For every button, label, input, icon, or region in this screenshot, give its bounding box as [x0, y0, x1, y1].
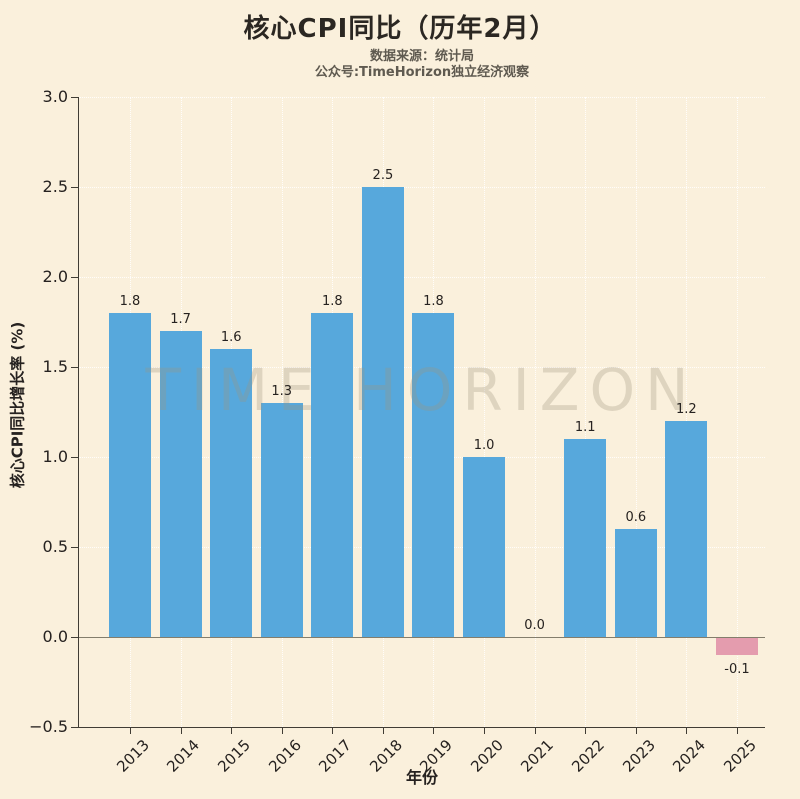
bar-value-label: 0.0: [524, 618, 545, 633]
bar: [463, 457, 506, 637]
bar-value-label: 1.1: [574, 420, 596, 435]
x-axis-tick-mark: [130, 727, 131, 734]
bar-value-label: 1.8: [423, 294, 444, 309]
y-tick-label: −0.5: [29, 717, 68, 736]
x-axis-label: 年份: [405, 768, 438, 787]
y-tick-label: 2.5: [42, 177, 68, 196]
y-axis-spine: [78, 97, 79, 727]
y-axis-tick-mark: [71, 97, 78, 98]
gridline-vertical: [686, 97, 688, 727]
bar: [159, 331, 202, 637]
subtitle-data-source: 数据来源：统计局: [369, 49, 474, 64]
bar: [361, 187, 404, 637]
y-axis-tick-mark: [71, 547, 78, 548]
y-tick-label: 0.0: [42, 627, 68, 646]
x-axis-tick-mark: [534, 727, 536, 734]
subtitle-wechat-account: 公众号:TimeHorizon独立经济观察: [314, 64, 530, 80]
y-tick-label: 1.0: [42, 447, 68, 466]
bar-value-label: 1.6: [220, 330, 242, 345]
y-tick-label: 0.5: [42, 537, 68, 556]
bar: [614, 529, 657, 637]
bar-value-label: 1.0: [473, 438, 495, 453]
bar: [564, 439, 607, 637]
x-axis-spine: [78, 727, 765, 728]
x-axis-tick-mark: [332, 727, 334, 734]
gridline-vertical: [635, 97, 637, 727]
gridline-horizontal: [79, 97, 765, 98]
bar: [210, 349, 253, 637]
x-axis-tick-mark: [585, 727, 587, 734]
gridline-vertical: [484, 97, 486, 727]
gridline-vertical: [736, 97, 738, 727]
bar-value-label: 1.3: [271, 384, 293, 399]
gridline-vertical: [585, 97, 587, 727]
gridline-horizontal: [79, 277, 765, 278]
x-axis-tick-mark: [484, 727, 486, 734]
bar-negative: [715, 637, 758, 655]
y-axis-tick-mark: [71, 727, 78, 728]
bar-value-label: 1.7: [170, 312, 191, 327]
plot-area: TIME HORIZON 1.8 1.7 1.6 1.3 1.8 2.5 1.8 1.0 0.0…: [78, 97, 765, 728]
bar-value-label: 0.6: [625, 510, 647, 525]
chart-title: 核心CPI同比（历年2月）: [243, 14, 557, 44]
x-axis-tick-mark: [231, 727, 233, 734]
bar-value-label: 1.2: [676, 402, 697, 417]
x-axis-tick-mark: [281, 727, 283, 734]
y-axis-tick-mark: [71, 637, 78, 638]
bar: [665, 421, 708, 637]
y-tick-label: 2.0: [42, 267, 68, 286]
x-axis-tick-mark: [736, 727, 738, 734]
bar: [311, 313, 354, 637]
x-axis-tick-mark: [635, 727, 637, 734]
bar-value-label: 1.8: [321, 294, 343, 309]
y-tick-label: 3.0: [42, 87, 68, 106]
y-axis-tick-mark: [71, 367, 78, 368]
y-axis-tick-mark: [71, 457, 78, 458]
zero-line: [79, 637, 765, 638]
gridline-vertical: [534, 97, 536, 727]
chart-subtitle: 数据来源：统计局 公众号:TimeHorizon独立经济观察: [79, 49, 765, 80]
y-axis-tick-mark: [71, 277, 78, 278]
x-axis-tick-mark: [180, 727, 182, 734]
bar-value-label: 1.8: [119, 294, 141, 309]
bar: [260, 403, 303, 637]
gridline-horizontal: [79, 187, 765, 188]
x-axis-tick-mark: [433, 727, 435, 734]
bar-value-label: -0.1: [724, 662, 750, 677]
bar-value-label: 2.5: [372, 168, 394, 183]
bar: [109, 313, 151, 637]
x-axis-tick-mark: [686, 727, 688, 734]
y-axis-tick-mark: [71, 187, 78, 188]
x-axis-tick-mark: [382, 727, 384, 734]
bar: [412, 313, 455, 637]
y-tick-label: 1.5: [42, 357, 68, 376]
